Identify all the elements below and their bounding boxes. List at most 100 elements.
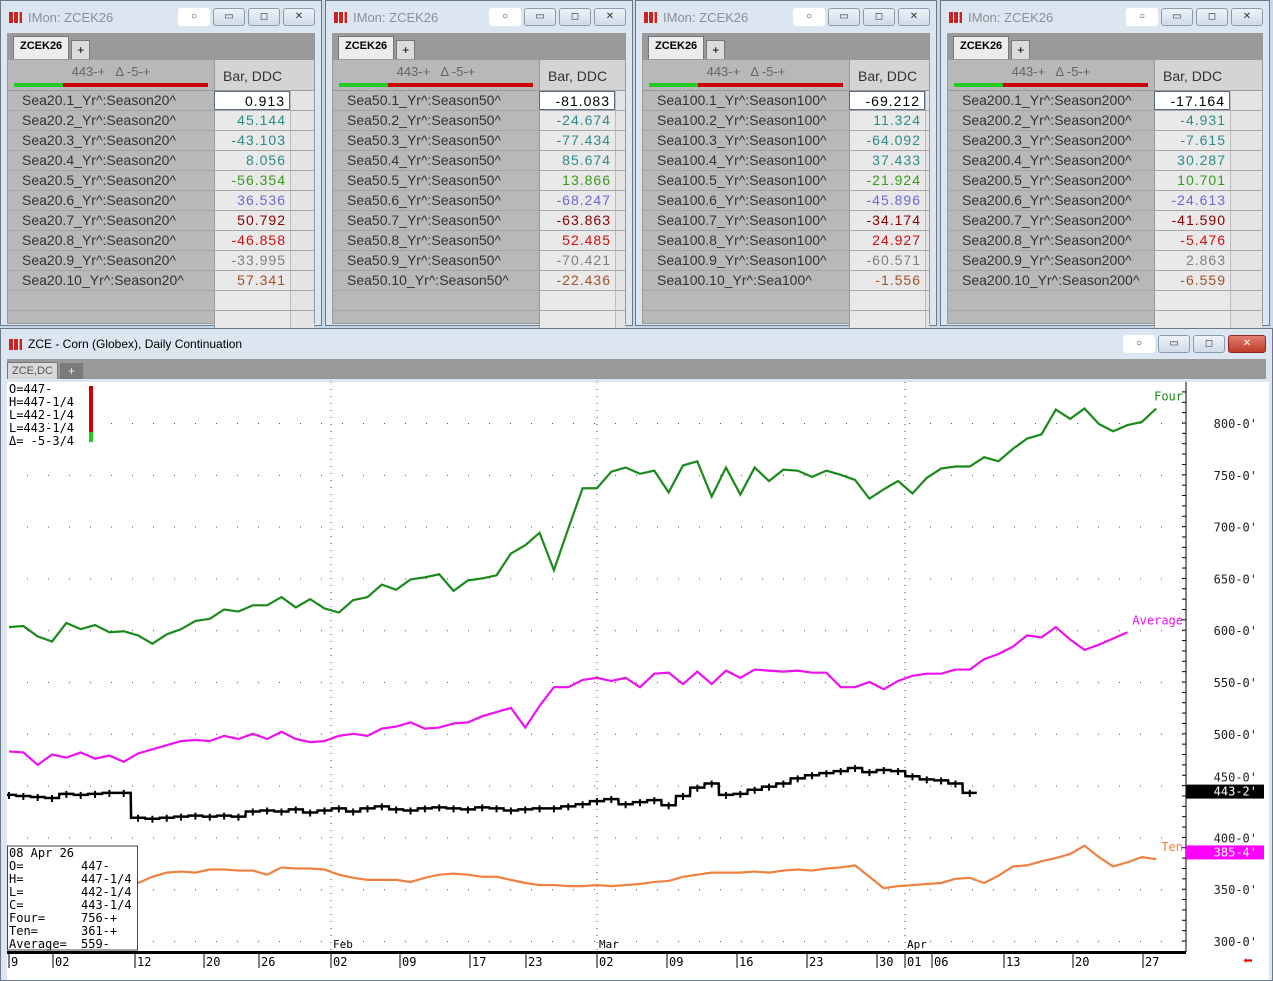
table-row[interactable]: Sea20.6_Yr^:Season20^ 36.536: [8, 191, 314, 211]
price-chart[interactable]: 800-0' 750-0' 700-0' 650-0' 600-0' 550-0' 500-…: [7, 382, 1269, 980]
table-row[interactable]: Sea100.1_Yr^:Season100^ -69.212: [643, 91, 929, 111]
study-value[interactable]: 52.485: [539, 231, 615, 250]
pin-button[interactable]: ○: [793, 8, 825, 26]
close-button[interactable]: ✕: [898, 8, 930, 26]
study-value[interactable]: -4.931: [1154, 111, 1230, 130]
table-row[interactable]: Sea200.9_Yr^:Season200^ 2.863: [948, 251, 1262, 271]
add-tab-button[interactable]: +: [1011, 40, 1031, 59]
table-row[interactable]: Sea200.6_Yr^:Season200^ -24.613: [948, 191, 1262, 211]
study-value[interactable]: -77.434: [539, 131, 615, 150]
column-header[interactable]: Bar, DDC: [1154, 60, 1262, 90]
study-value[interactable]: -1.556: [849, 271, 925, 290]
minimize-button[interactable]: ▭: [828, 8, 860, 26]
table-row[interactable]: Sea20.9_Yr^:Season20^ -33.995: [8, 251, 314, 271]
study-value[interactable]: 11.324: [849, 111, 925, 130]
table-row[interactable]: Sea200.2_Yr^:Season200^ -4.931: [948, 111, 1262, 131]
study-value[interactable]: 45.144: [214, 111, 290, 130]
table-row[interactable]: Sea100.3_Yr^:Season100^ -64.092: [643, 131, 929, 151]
close-button[interactable]: ✕: [594, 8, 626, 26]
add-tab-button[interactable]: +: [706, 40, 726, 59]
table-row[interactable]: Sea100.10_Yr^:Sea100^ -1.556: [643, 271, 929, 291]
column-header[interactable]: Bar, DDC: [849, 60, 929, 90]
add-tab-button[interactable]: +: [71, 40, 91, 59]
table-row[interactable]: Sea200.10_Yr^:Season200^ -6.559: [948, 271, 1262, 291]
symbol-tab[interactable]: ZCEK26: [953, 36, 1010, 59]
pin-button[interactable]: ○: [1123, 335, 1155, 353]
table-row[interactable]: Sea20.1_Yr^:Season20^ 0.913: [8, 91, 314, 111]
study-value[interactable]: 13.866: [539, 171, 615, 190]
table-row[interactable]: Sea200.3_Yr^:Season200^ -7.615: [948, 131, 1262, 151]
close-button[interactable]: ✕: [1231, 8, 1263, 26]
table-row[interactable]: Sea20.3_Yr^:Season20^ -43.103: [8, 131, 314, 151]
study-value[interactable]: -24.613: [1154, 191, 1230, 210]
table-row[interactable]: Sea20.7_Yr^:Season20^ 50.792: [8, 211, 314, 231]
study-value[interactable]: -43.103: [214, 131, 290, 150]
table-row[interactable]: Sea100.8_Yr^:Season100^ 24.927: [643, 231, 929, 251]
table-row[interactable]: Sea200.8_Yr^:Season200^ -5.476: [948, 231, 1262, 251]
table-row[interactable]: Sea100.9_Yr^:Season100^ -60.571: [643, 251, 929, 271]
study-value[interactable]: -45.896: [849, 191, 925, 210]
study-value[interactable]: -60.571: [849, 251, 925, 270]
study-value[interactable]: -69.212: [849, 91, 925, 110]
study-value[interactable]: 8.056: [214, 151, 290, 170]
study-value[interactable]: 10.701: [1154, 171, 1230, 190]
table-row[interactable]: Sea20.2_Yr^:Season20^ 45.144: [8, 111, 314, 131]
minimize-button[interactable]: ▭: [1161, 8, 1193, 26]
table-row[interactable]: Sea100.2_Yr^:Season100^ 11.324: [643, 111, 929, 131]
study-value[interactable]: -41.590: [1154, 211, 1230, 230]
close-button[interactable]: ✕: [1228, 335, 1266, 353]
study-value[interactable]: -81.083: [539, 91, 615, 110]
table-row[interactable]: Sea50.10_Yr^:Season50^ -22.436: [333, 271, 625, 291]
chart-tab[interactable]: ZCE,DC: [7, 362, 58, 379]
table-row[interactable]: Sea100.6_Yr^:Season100^ -45.896: [643, 191, 929, 211]
pin-button[interactable]: ○: [178, 8, 210, 26]
table-row[interactable]: Sea200.5_Yr^:Season200^ 10.701: [948, 171, 1262, 191]
table-row[interactable]: Sea50.9_Yr^:Season50^ -70.421: [333, 251, 625, 271]
study-value[interactable]: 2.863: [1154, 251, 1230, 270]
study-value[interactable]: -7.615: [1154, 131, 1230, 150]
study-value[interactable]: 24.927: [849, 231, 925, 250]
study-value[interactable]: 50.792: [214, 211, 290, 230]
table-row[interactable]: Sea200.1_Yr^:Season200^ -17.164: [948, 91, 1262, 111]
add-tab-button[interactable]: +: [59, 363, 83, 379]
table-row[interactable]: Sea50.5_Yr^:Season50^ 13.866: [333, 171, 625, 191]
table-row[interactable]: Sea50.7_Yr^:Season50^ -63.863: [333, 211, 625, 231]
table-row[interactable]: Sea200.7_Yr^:Season200^ -41.590: [948, 211, 1262, 231]
table-row[interactable]: Sea50.8_Yr^:Season50^ 52.485: [333, 231, 625, 251]
maximize-button[interactable]: ◻: [863, 8, 895, 26]
table-row[interactable]: Sea50.1_Yr^:Season50^ -81.083: [333, 91, 625, 111]
study-value[interactable]: -22.436: [539, 271, 615, 290]
table-row[interactable]: Sea20.8_Yr^:Season20^ -46.858: [8, 231, 314, 251]
maximize-button[interactable]: ◻: [1196, 8, 1228, 26]
study-value[interactable]: -17.164: [1154, 91, 1230, 110]
table-row[interactable]: Sea100.4_Yr^:Season100^ 37.433: [643, 151, 929, 171]
scroll-left-arrow-icon[interactable]: ⬅: [1243, 951, 1253, 970]
add-tab-button[interactable]: +: [396, 40, 416, 59]
study-value[interactable]: -64.092: [849, 131, 925, 150]
study-value[interactable]: 85.674: [539, 151, 615, 170]
minimize-button[interactable]: ▭: [1158, 335, 1190, 353]
study-value[interactable]: 0.913: [214, 91, 290, 110]
study-value[interactable]: 30.287: [1154, 151, 1230, 170]
study-value[interactable]: 36.536: [214, 191, 290, 210]
symbol-tab[interactable]: ZCEK26: [338, 36, 395, 59]
study-value[interactable]: -34.174: [849, 211, 925, 230]
table-row[interactable]: Sea50.4_Yr^:Season50^ 85.674: [333, 151, 625, 171]
table-row[interactable]: Sea100.7_Yr^:Season100^ -34.174: [643, 211, 929, 231]
maximize-button[interactable]: ◻: [248, 8, 280, 26]
table-row[interactable]: Sea100.5_Yr^:Season100^ -21.924: [643, 171, 929, 191]
table-row[interactable]: Sea50.2_Yr^:Season50^ -24.674: [333, 111, 625, 131]
column-header[interactable]: Bar, DDC: [214, 60, 314, 90]
pin-button[interactable]: ○: [1126, 8, 1158, 26]
study-value[interactable]: -24.674: [539, 111, 615, 130]
pin-button[interactable]: ○: [489, 8, 521, 26]
study-value[interactable]: -56.354: [214, 171, 290, 190]
study-value[interactable]: -33.995: [214, 251, 290, 270]
table-row[interactable]: Sea200.4_Yr^:Season200^ 30.287: [948, 151, 1262, 171]
table-row[interactable]: Sea20.10_Yr^:Season20^ 57.341: [8, 271, 314, 291]
table-row[interactable]: Sea50.6_Yr^:Season50^ -68.247: [333, 191, 625, 211]
column-header[interactable]: Bar, DDC: [539, 60, 625, 90]
table-row[interactable]: Sea50.3_Yr^:Season50^ -77.434: [333, 131, 625, 151]
minimize-button[interactable]: ▭: [213, 8, 245, 26]
study-value[interactable]: 37.433: [849, 151, 925, 170]
